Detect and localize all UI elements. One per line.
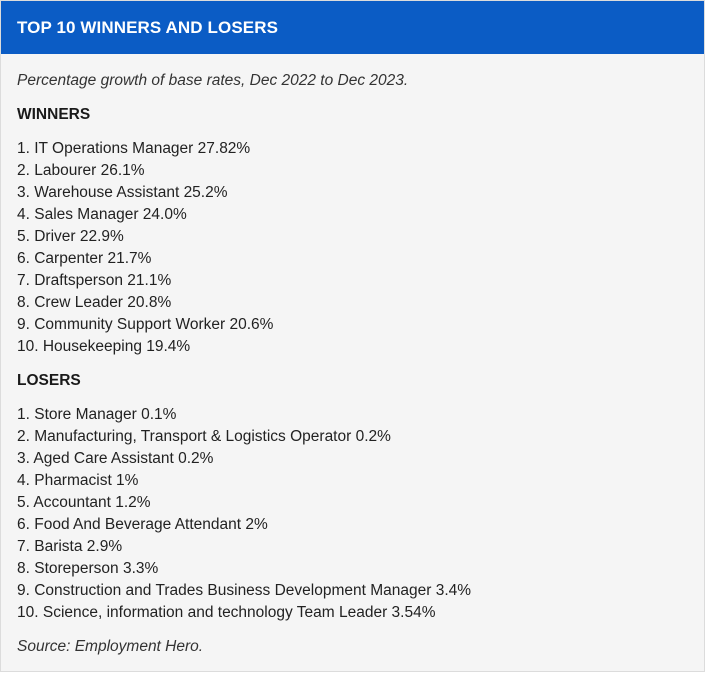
card-title: TOP 10 WINNERS AND LOSERS: [17, 17, 279, 37]
loser-item-5: 5. Accountant 1.2%: [17, 494, 151, 511]
loser-item-8: 8. Storeperson 3.3%: [17, 560, 159, 577]
winner-item-4: 4. Sales Manager 24.0%: [17, 206, 187, 223]
loser-item-3: 3. Aged Care Assistant 0.2%: [17, 450, 214, 467]
card-content: Percentage growth of base rates, Dec 202…: [1, 54, 704, 658]
card-header: TOP 10 WINNERS AND LOSERS: [1, 1, 704, 54]
loser-item-9: 9. Construction and Trades Business Deve…: [17, 582, 472, 599]
source-note: Source: Employment Hero.: [17, 638, 204, 655]
loser-item-6: 6. Food And Beverage Attendant 2%: [17, 516, 268, 533]
loser-item-1: 1. Store Manager 0.1%: [17, 406, 177, 423]
winner-item-5: 5. Driver 22.9%: [17, 228, 124, 245]
winner-item-8: 8. Crew Leader 20.8%: [17, 294, 172, 311]
loser-item-4: 4. Pharmacist 1%: [17, 472, 139, 489]
winner-item-6: 6. Carpenter 21.7%: [17, 250, 152, 267]
winners-heading: WINNERS: [17, 106, 91, 123]
losers-heading: LOSERS: [17, 372, 81, 389]
loser-item-2: 2. Manufacturing, Transport & Logistics …: [17, 428, 391, 445]
winner-item-2: 2. Labourer 26.1%: [17, 162, 145, 179]
winner-item-1: 1. IT Operations Manager 27.82%: [17, 140, 251, 157]
winner-item-3: 3. Warehouse Assistant 25.2%: [17, 184, 228, 201]
loser-item-10: 10. Science, information and technology …: [17, 604, 436, 621]
winners-list: 1. IT Operations Manager 27.82% 2. Labou…: [17, 138, 688, 358]
losers-list: 1. Store Manager 0.1% 2. Manufacturing, …: [17, 404, 688, 624]
winner-item-7: 7. Draftsperson 21.1%: [17, 272, 172, 289]
winner-item-9: 9. Community Support Worker 20.6%: [17, 316, 274, 333]
loser-item-7: 7. Barista 2.9%: [17, 538, 123, 555]
winner-item-10: 10. Housekeeping 19.4%: [17, 338, 191, 355]
subtitle: Percentage growth of base rates, Dec 202…: [17, 72, 409, 89]
